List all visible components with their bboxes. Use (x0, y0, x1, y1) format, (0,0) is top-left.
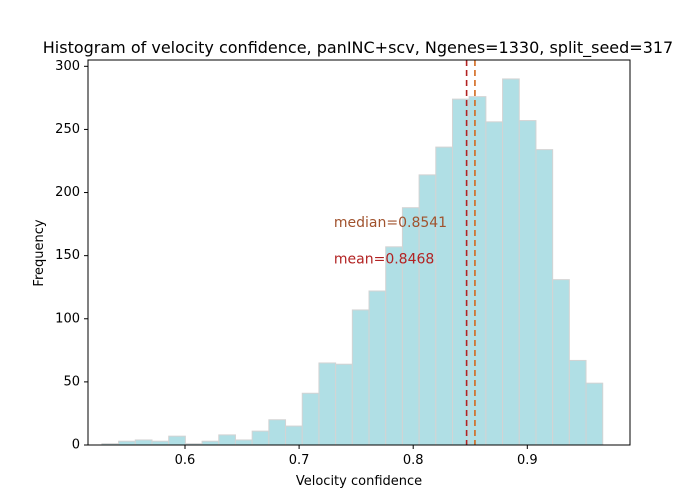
histogram-bar (385, 246, 403, 446)
x-tick-label: 0.9 (517, 453, 538, 468)
histogram-bar (518, 120, 537, 446)
histogram-bar (151, 440, 170, 446)
histogram-bar (251, 430, 270, 446)
histogram-bar (301, 392, 320, 446)
histogram-bar (368, 290, 387, 446)
x-tick-label: 0.6 (175, 453, 196, 468)
y-tick-label: 250 (55, 122, 80, 137)
x-tick-label: 0.8 (403, 453, 424, 468)
histogram-bar (468, 96, 487, 446)
y-tick-label: 200 (55, 185, 80, 200)
y-tick-label: 300 (55, 59, 80, 74)
reference-lines (465, 60, 476, 445)
histogram-bar (268, 419, 287, 446)
histogram-bar (568, 359, 587, 446)
histogram-bar (168, 435, 186, 446)
y-tick-label: 50 (63, 374, 80, 389)
histogram-bar (134, 439, 153, 446)
histogram-bar (485, 121, 504, 446)
histogram-bar (335, 363, 353, 446)
annotations-group: median=0.8541 mean=0.8468 (334, 215, 447, 268)
y-axis-label: Frequency (32, 219, 47, 286)
x-tick-label: 0.7 (289, 453, 310, 468)
chart-title: Histogram of velocity confidence, panINC… (43, 38, 673, 58)
y-axis-ticks: 0 50 100 150 200 250 300 (55, 59, 88, 453)
x-axis-label: Velocity confidence (296, 474, 422, 489)
histogram-bar (585, 382, 604, 446)
histogram-bar (201, 440, 220, 446)
histogram-bar (318, 362, 337, 446)
annotation-text: median=0.8541 (334, 215, 447, 231)
histogram-bar (435, 146, 453, 446)
histogram-bar (285, 425, 303, 446)
y-tick-label: 150 (55, 248, 80, 263)
y-tick-label: 0 (72, 438, 80, 453)
plot-frame (87, 59, 631, 446)
histogram-bar (401, 207, 420, 446)
histogram-bar (234, 439, 253, 446)
annotation-text: mean=0.8468 (334, 251, 434, 267)
histogram-bar (502, 78, 520, 446)
bars-group (101, 78, 604, 446)
x-axis-ticks: 0.6 0.7 0.8 0.9 (175, 445, 538, 468)
histogram-bar (535, 149, 554, 446)
histogram-bar (218, 434, 236, 446)
histogram-bar (351, 309, 370, 446)
y-tick-label: 100 (55, 311, 80, 326)
histogram-bar (118, 440, 136, 446)
histogram-bar (552, 279, 570, 446)
